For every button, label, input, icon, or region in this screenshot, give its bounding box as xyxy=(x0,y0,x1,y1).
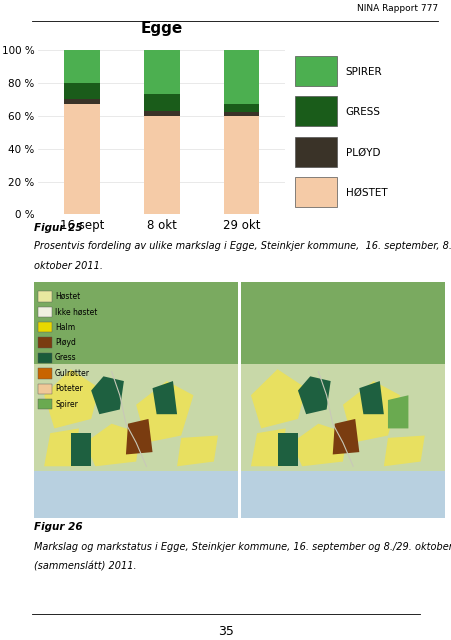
Bar xyxy=(64,104,100,214)
Polygon shape xyxy=(152,381,177,414)
Polygon shape xyxy=(342,381,399,443)
Text: Prosentvis fordeling av ulike markslag i Egge, Steinkjer kommune,  16. september: Prosentvis fordeling av ulike markslag i… xyxy=(34,241,451,251)
Text: Halm: Halm xyxy=(55,323,75,332)
Bar xyxy=(143,111,179,116)
Text: Pløyd: Pløyd xyxy=(55,338,76,347)
Text: Ikke høstet: Ikke høstet xyxy=(55,307,97,316)
Bar xyxy=(295,97,336,127)
Text: Figur 25: Figur 25 xyxy=(34,223,83,233)
Bar xyxy=(143,116,179,214)
Bar xyxy=(38,368,52,378)
Bar xyxy=(295,177,336,207)
Polygon shape xyxy=(277,433,297,467)
Bar xyxy=(143,94,179,111)
Polygon shape xyxy=(387,396,408,428)
Bar xyxy=(64,50,100,83)
Bar xyxy=(38,337,52,348)
Bar xyxy=(223,116,259,214)
Polygon shape xyxy=(240,282,444,364)
Polygon shape xyxy=(136,381,193,443)
Bar xyxy=(223,104,259,113)
Polygon shape xyxy=(126,419,152,454)
Bar xyxy=(223,50,259,104)
Text: Markslag og markstatus i Egge, Steinkjer kommune, 16. september og 8./29. oktobe: Markslag og markstatus i Egge, Steinkjer… xyxy=(34,541,451,552)
Polygon shape xyxy=(70,433,91,467)
Text: (sammenslátt) 2011.: (sammenslátt) 2011. xyxy=(34,562,136,572)
Text: Gress: Gress xyxy=(55,353,77,362)
Bar xyxy=(34,471,238,518)
Text: Figur 26: Figur 26 xyxy=(34,522,83,532)
Bar xyxy=(38,291,52,301)
Text: oktober 2011.: oktober 2011. xyxy=(34,260,103,271)
Bar xyxy=(295,137,336,167)
Bar xyxy=(143,50,179,94)
Polygon shape xyxy=(359,381,383,414)
Bar xyxy=(223,113,259,116)
Bar xyxy=(38,322,52,332)
Bar xyxy=(38,307,52,317)
Text: Gulrøtter: Gulrøtter xyxy=(55,369,90,378)
Text: Spirer: Spirer xyxy=(55,399,78,409)
Polygon shape xyxy=(44,369,99,428)
Polygon shape xyxy=(85,424,140,467)
Polygon shape xyxy=(297,376,330,414)
Text: 35: 35 xyxy=(217,625,234,637)
Polygon shape xyxy=(250,428,285,467)
Text: NINA Rapport 777: NINA Rapport 777 xyxy=(357,4,437,13)
Polygon shape xyxy=(383,435,424,467)
Text: Høstet: Høstet xyxy=(55,292,80,301)
Polygon shape xyxy=(34,282,238,364)
Bar xyxy=(240,471,444,518)
Bar xyxy=(38,399,52,410)
Bar xyxy=(64,99,100,104)
Text: Poteter: Poteter xyxy=(55,384,83,393)
Text: GRESS: GRESS xyxy=(345,108,380,117)
Polygon shape xyxy=(91,376,124,414)
Text: SPIRER: SPIRER xyxy=(345,67,381,77)
Bar xyxy=(295,56,336,86)
Bar xyxy=(38,383,52,394)
Polygon shape xyxy=(291,424,346,467)
Bar xyxy=(38,353,52,363)
Polygon shape xyxy=(44,428,79,467)
Polygon shape xyxy=(177,435,217,467)
Bar xyxy=(64,83,100,99)
Polygon shape xyxy=(332,419,359,454)
Text: PLØYD: PLØYD xyxy=(345,148,379,158)
Text: HØSTET: HØSTET xyxy=(345,188,387,198)
Title: Egge: Egge xyxy=(140,21,183,36)
Polygon shape xyxy=(250,369,305,428)
